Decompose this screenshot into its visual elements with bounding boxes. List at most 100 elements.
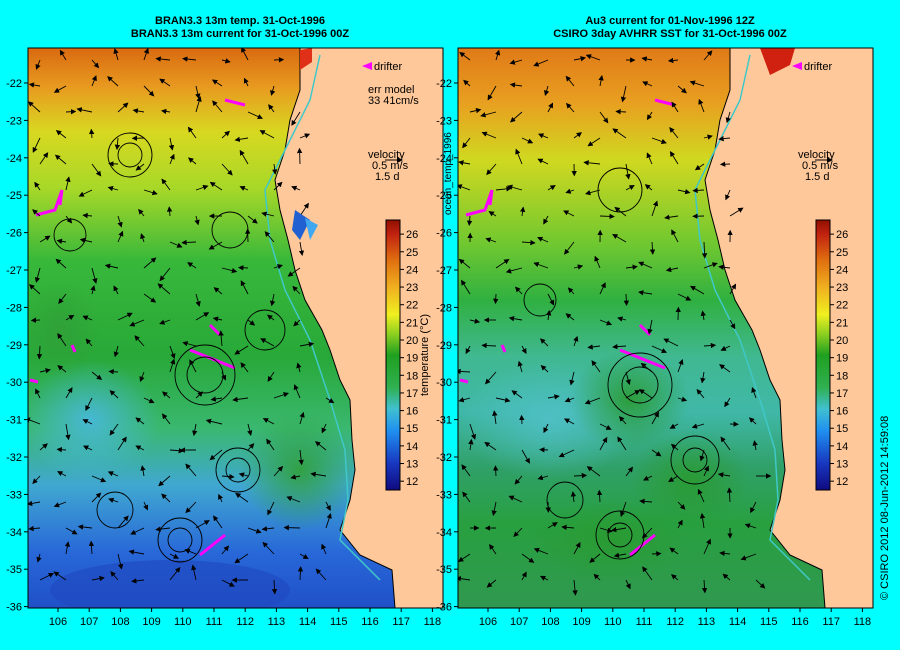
lon-tick-label: 107: [80, 616, 98, 628]
current-vector-arrow: [286, 496, 301, 503]
current-vector-arrow: [273, 181, 283, 191]
current-vector-arrow: [573, 542, 581, 555]
current-vector-arrow: [651, 449, 662, 457]
current-vector-arrow: [671, 574, 679, 581]
current-vector-arrow: [561, 524, 575, 531]
colorbar-tick-label: 13: [406, 459, 418, 471]
lon-tick-label: 106: [479, 616, 497, 628]
current-vector-arrow: [39, 443, 48, 451]
current-vector-arrow: [85, 338, 93, 347]
current-vector-arrow: [651, 411, 659, 425]
current-vector-arrow: [82, 315, 93, 321]
current-vector-arrow: [598, 75, 604, 87]
current-vector-arrow: [547, 394, 560, 400]
current-vector-arrow: [143, 293, 157, 303]
current-vector-arrow: [189, 359, 197, 373]
current-vector-arrow: [651, 137, 667, 144]
lon-tick-label: 118: [854, 616, 872, 628]
lat-tick-label: -30: [436, 377, 452, 389]
current-vector-arrow: [547, 522, 558, 529]
current-vector-arrow: [689, 80, 705, 87]
current-vector-arrow: [480, 111, 497, 118]
current-vector-arrow: [677, 519, 683, 529]
current-vector-arrow: [117, 553, 124, 570]
current-vector-arrow: [143, 257, 157, 269]
current-vector-arrow: [748, 417, 757, 425]
current-vector-arrow: [134, 335, 145, 347]
current-vector-arrow: [91, 267, 98, 284]
current-vector-arrow: [325, 397, 335, 404]
current-vector-arrow: [521, 345, 527, 354]
left-axes: -22 -23 -24 -25 -26 -27 -28 -29 -30 -31 -32 -33 -34 -…: [6, 78, 441, 628]
current-vector-arrow: [194, 215, 200, 226]
current-vector-arrow: [91, 75, 97, 87]
current-vector-arrow: [78, 189, 93, 197]
current-vector-arrow: [651, 551, 662, 557]
lon-tick-label: 111: [206, 616, 223, 628]
current-vector-arrow: [722, 573, 731, 581]
current-vector-arrow: [669, 126, 679, 139]
current-vector-arrow: [187, 262, 197, 269]
current-vector-arrow: [82, 445, 93, 451]
current-vector-arrow: [113, 345, 119, 358]
current-vector-arrow: [573, 264, 584, 270]
current-vector-arrow: [208, 241, 223, 250]
current-vector-arrow: [117, 102, 129, 113]
current-vector-arrow: [593, 573, 601, 581]
current-vector-arrow: [508, 315, 523, 322]
current-vector-arrow: [109, 390, 119, 399]
current-vector-arrow: [117, 312, 133, 321]
current-vector-arrow: [209, 449, 223, 461]
current-vector-arrow: [677, 85, 687, 94]
current-vector-arrow: [646, 152, 653, 165]
current-vector-arrow: [663, 338, 679, 347]
current-vector-arrow: [314, 441, 327, 451]
current-vector-arrow: [720, 436, 731, 451]
current-vector-arrow: [547, 102, 554, 113]
current-vector-arrow: [293, 319, 301, 327]
current-vector-arrow: [267, 501, 275, 516]
current-vector-arrow: [564, 418, 575, 425]
current-vector-arrow: [729, 207, 744, 217]
current-vector-arrow: [719, 550, 731, 557]
current-vector-arrow: [159, 267, 171, 282]
current-vector-arrow: [752, 440, 758, 451]
left-title-line2: BRAN3.3 13m current for 31-Oct-1996 00Z: [130, 28, 350, 40]
current-vector-arrow: [65, 108, 77, 115]
lon-tick-label: 110: [174, 616, 192, 628]
current-vector-arrow: [515, 148, 523, 165]
current-vector-arrow: [299, 341, 315, 347]
current-vector-arrow: [36, 553, 42, 563]
current-vector-arrow: [247, 443, 255, 451]
current-vector-arrow: [266, 438, 275, 451]
current-vector-arrow: [195, 96, 202, 113]
current-vector-arrow: [269, 293, 276, 307]
current-vector-arrow: [39, 368, 51, 374]
current-vector-arrow: [670, 443, 679, 451]
current-vector-arrow: [465, 345, 471, 355]
current-vector-arrow: [30, 317, 41, 323]
current-vector-arrow: [691, 423, 705, 429]
lat-tick-label: -26: [6, 228, 22, 240]
current-vector-arrow: [213, 287, 223, 295]
current-vector-arrow: [273, 392, 289, 399]
current-vector-arrow: [325, 501, 331, 511]
current-vector-arrow: [79, 237, 93, 244]
current-vector-arrow: [572, 579, 578, 596]
current-vector-arrow: [725, 111, 731, 124]
lat-tick-label: -33: [6, 489, 22, 501]
current-vector-arrow: [261, 526, 275, 532]
current-vector-arrow: [270, 85, 276, 96]
current-vector-arrow: [264, 231, 275, 243]
colorbar-tick-label: 25: [836, 247, 848, 259]
current-vector-arrow: [507, 184, 523, 191]
current-vector-arrow: [671, 229, 679, 243]
colorbar-tick-label: 26: [836, 229, 848, 241]
current-vector-arrow: [299, 553, 309, 560]
lon-tick-label: 107: [510, 616, 528, 628]
current-vector-arrow: [701, 579, 708, 594]
current-vector-arrow: [114, 137, 121, 151]
current-vector-arrow: [543, 423, 549, 434]
current-vector-arrow: [565, 188, 575, 194]
current-vector-arrow: [29, 284, 41, 295]
